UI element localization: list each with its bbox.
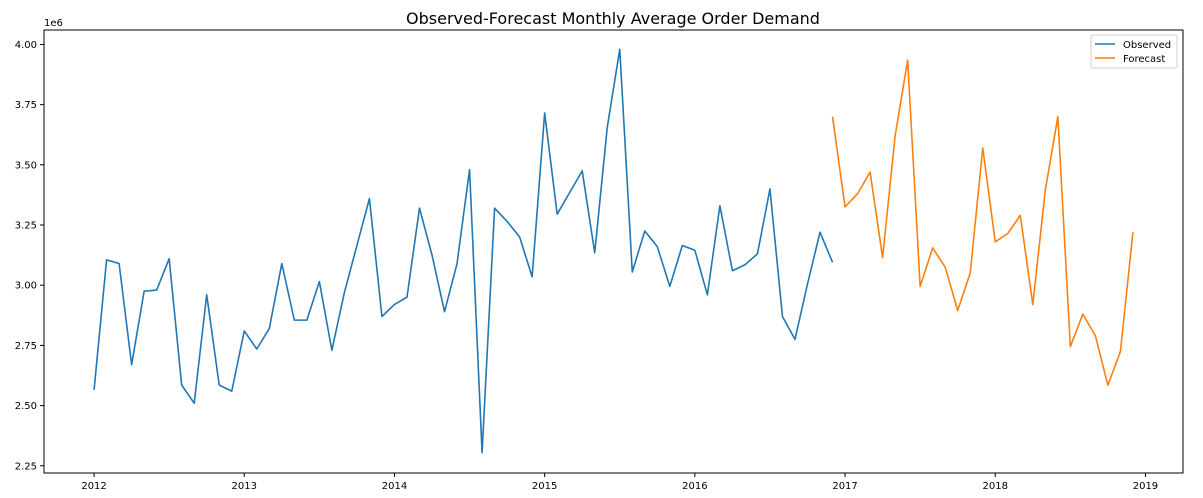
series-line-forecast xyxy=(831,59,1134,386)
legend: Observed Forecast xyxy=(1090,34,1178,69)
legend-forecast-label: Forecast xyxy=(1123,54,1165,65)
x-tick-label: 2015 xyxy=(532,481,557,492)
y-tick-label: 3.50 xyxy=(15,160,37,171)
x-tick-label: 2012 xyxy=(81,481,106,492)
x-tick-label: 2017 xyxy=(832,481,857,492)
x-tick-label: 2014 xyxy=(382,481,407,492)
y-offset-label: 1e6 xyxy=(44,18,63,29)
series-layer xyxy=(93,48,1134,454)
x-tick-label: 2019 xyxy=(1133,481,1158,492)
x-tick-label: 2013 xyxy=(232,481,257,492)
y-tick-label: 4.00 xyxy=(15,40,37,51)
y-tick-label: 3.00 xyxy=(15,281,37,292)
x-tick-label: 2016 xyxy=(682,481,707,492)
y-tick-label: 2.50 xyxy=(15,401,37,412)
axis-ticks: 2.25 2.50 2.75 3.00 3.25 3.50 3.75 4.00 2012 2013… xyxy=(15,40,1158,492)
y-tick-label: 3.25 xyxy=(15,221,37,232)
series-line-observed xyxy=(93,48,834,454)
y-tick-label: 3.75 xyxy=(15,100,37,111)
y-tick-label: 2.75 xyxy=(15,341,37,352)
y-tick-label: 2.25 xyxy=(15,461,37,472)
x-tick-label: 2018 xyxy=(983,481,1008,492)
chart-title: Observed-Forecast Monthly Average Order … xyxy=(406,9,820,28)
plot-frame xyxy=(43,29,1184,474)
legend-observed-label: Observed xyxy=(1123,40,1171,51)
